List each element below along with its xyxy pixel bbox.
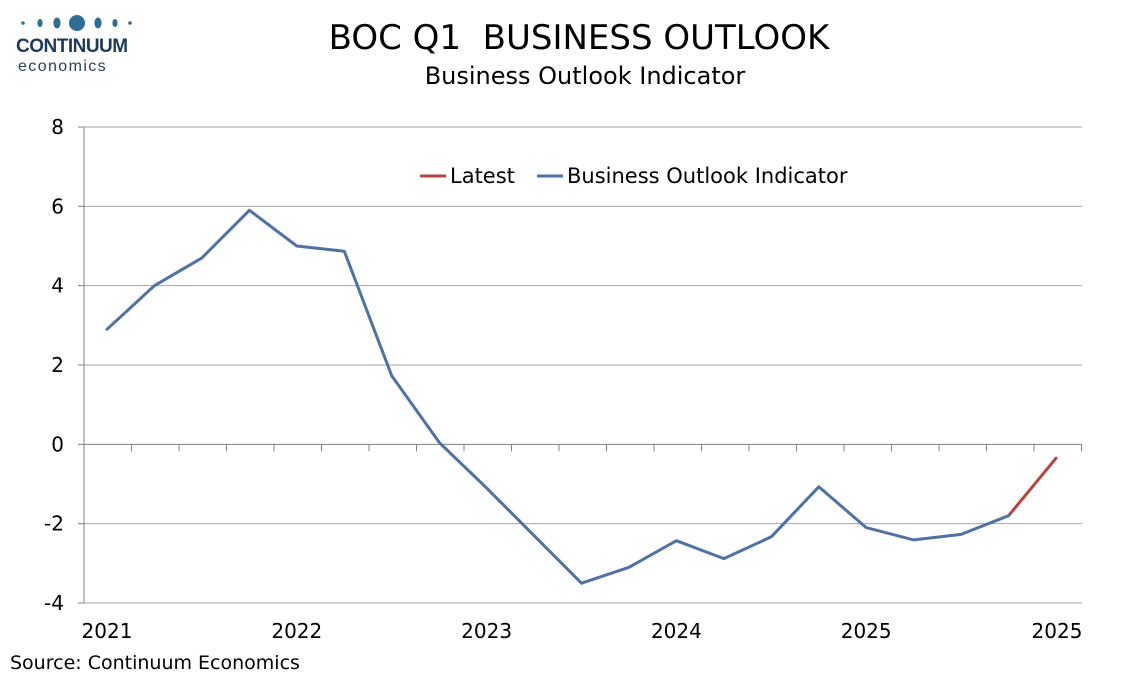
series-line-business-outlook-indicator [105, 208, 1011, 585]
x-tick-labels: 2021 2022 2023 2024 2025 2025 [82, 619, 1083, 643]
continuum-economics-logo: CONTINUUM economics [10, 12, 140, 82]
x-tick-label: 2025 [1032, 619, 1083, 643]
x-tick-label: 2024 [651, 619, 702, 643]
y-tick-label: 6 [51, 194, 64, 218]
axes [78, 126, 1082, 604]
x-tick-label: 2022 [271, 619, 322, 643]
logo-name: CONTINUUM [16, 36, 128, 57]
y-tick-label: 0 [51, 432, 64, 456]
logo-dots-icon [21, 15, 132, 31]
legend: Latest Business Outlook Indicator [420, 164, 848, 188]
chart-subtitle: Business Outlook Indicator [424, 62, 746, 90]
y-tick-label: 2 [51, 353, 64, 377]
legend-label-business-outlook-indicator: Business Outlook Indicator [567, 164, 848, 188]
gridlines [84, 126, 1082, 604]
legend-label-latest: Latest [450, 164, 515, 188]
y-tick-label: -4 [44, 591, 64, 615]
series-lines [105, 208, 1058, 585]
x-tick-label: 2023 [461, 619, 512, 643]
series-line-latest [1007, 456, 1058, 518]
x-tick-label: 2025 [841, 619, 892, 643]
y-tick-labels: 8 6 4 2 0 -2 -4 [44, 115, 64, 615]
y-tick-label: -2 [44, 512, 64, 536]
y-tick-label: 4 [51, 274, 64, 298]
y-tick-label: 8 [51, 115, 64, 139]
chart-title: BOC Q1 BUSINESS OUTLOOK [328, 18, 830, 58]
source-note: Source: Continuum Economics [10, 652, 300, 674]
x-tick-label: 2021 [82, 619, 133, 643]
logo-subtitle: economics [18, 58, 108, 75]
